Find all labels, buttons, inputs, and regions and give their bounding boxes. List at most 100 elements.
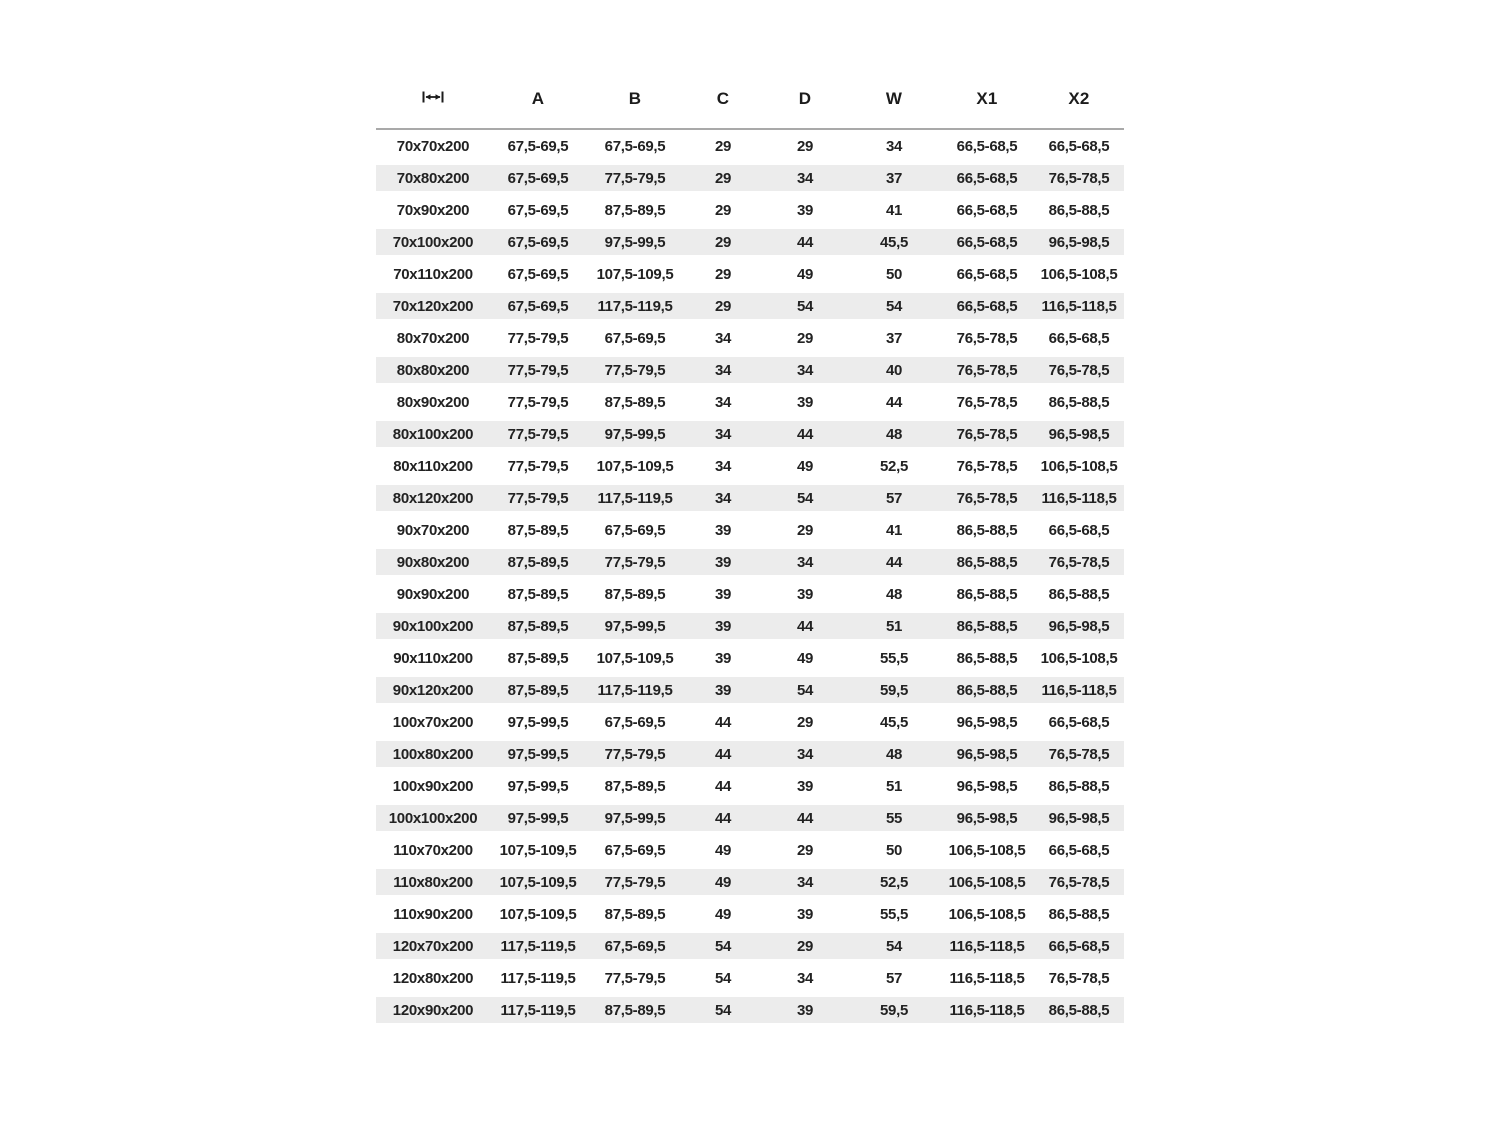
column-header-size (376, 70, 490, 130)
value-cell: 97,5-99,5 (586, 226, 684, 258)
table-row: 80x90x200 77,5-79,5 87,5-89,5 34 39 44 76,5-78… (376, 386, 1124, 418)
value-cell: 34 (885, 137, 903, 155)
header-row: A B C D W X1 X2 (376, 70, 1124, 130)
size-cell: 90x70x200 (396, 521, 470, 539)
value-cell: 87,5-89,5 (604, 201, 666, 219)
value-cell: 57 (848, 482, 940, 514)
value-cell: 117,5-119,5 (586, 290, 684, 322)
value-cell: 86,5-88,5 (940, 546, 1034, 578)
column-header-w: W (848, 70, 940, 130)
value-cell: 40 (848, 354, 940, 386)
table-row: 70x90x200 67,5-69,5 87,5-89,5 29 39 41 66,5-68… (376, 194, 1124, 226)
value-cell: 67,5-69,5 (604, 841, 666, 859)
value-cell: 96,5-98,5 (956, 777, 1018, 795)
value-cell: 97,5-99,5 (490, 738, 586, 770)
value-cell: 67,5-69,5 (490, 226, 586, 258)
value-cell: 107,5-109,5 (490, 866, 586, 898)
value-cell: 87,5-89,5 (507, 521, 569, 539)
table-row: 80x70x200 77,5-79,5 67,5-69,5 34 29 37 76,5-78… (376, 322, 1124, 354)
value-cell: 87,5-89,5 (490, 610, 586, 642)
value-cell: 29 (796, 137, 814, 155)
value-cell: 66,5-68,5 (956, 201, 1018, 219)
column-header-b: B (586, 70, 684, 130)
value-cell: 86,5-88,5 (940, 674, 1034, 706)
size-cell: 70x110x200 (393, 265, 473, 283)
size-cell: 100x80x200 (376, 738, 490, 770)
value-cell: 77,5-79,5 (586, 866, 684, 898)
table-row: 110x70x200 107,5-109,5 67,5-69,5 49 29 50 106,… (376, 834, 1124, 866)
value-cell: 87,5-89,5 (507, 649, 569, 667)
value-cell: 77,5-79,5 (490, 482, 586, 514)
value-cell: 106,5-108,5 (1040, 265, 1118, 283)
value-cell: 86,5-88,5 (1048, 905, 1110, 923)
value-cell: 67,5-69,5 (507, 265, 569, 283)
value-cell: 51 (885, 777, 903, 795)
value-cell: 86,5-88,5 (956, 649, 1018, 667)
value-cell: 39 (762, 994, 848, 1026)
size-cell: 120x80x200 (392, 969, 474, 987)
value-cell: 107,5-109,5 (596, 649, 674, 667)
value-cell: 54 (684, 994, 762, 1026)
value-cell: 52,5 (880, 457, 908, 475)
value-cell: 34 (762, 866, 848, 898)
value-cell: 29 (684, 290, 762, 322)
value-cell: 39 (684, 674, 762, 706)
table-row: 90x120x200 87,5-89,5 117,5-119,5 39 54 59,5 86… (376, 674, 1124, 706)
value-cell: 117,5-119,5 (490, 994, 586, 1026)
value-cell: 29 (762, 930, 848, 962)
value-cell: 97,5-99,5 (507, 713, 569, 731)
table-row: 80x80x200 77,5-79,5 77,5-79,5 34 34 40 76,5-78… (376, 354, 1124, 386)
value-cell: 86,5-88,5 (956, 521, 1018, 539)
value-cell: 49 (796, 457, 814, 475)
table-row: 80x120x200 77,5-79,5 117,5-119,5 34 54 57 76,5… (376, 482, 1124, 514)
value-cell: 44 (684, 738, 762, 770)
size-cell: 80x80x200 (376, 354, 490, 386)
value-cell: 67,5-69,5 (604, 137, 666, 155)
value-cell: 66,5-68,5 (956, 137, 1018, 155)
value-cell: 34 (684, 482, 762, 514)
table-row: 80x100x200 77,5-79,5 97,5-99,5 34 44 48 76,5-7… (376, 418, 1124, 450)
value-cell: 67,5-69,5 (490, 162, 586, 194)
value-cell: 44 (714, 713, 732, 731)
value-cell: 66,5-68,5 (1048, 329, 1110, 347)
value-cell: 57 (885, 969, 903, 987)
size-cell: 90x90x200 (396, 585, 470, 603)
value-cell: 106,5-108,5 (1040, 457, 1118, 475)
value-cell: 39 (796, 905, 814, 923)
value-cell: 76,5-78,5 (940, 354, 1034, 386)
value-cell: 97,5-99,5 (586, 610, 684, 642)
value-cell: 29 (714, 137, 732, 155)
value-cell: 86,5-88,5 (1048, 201, 1110, 219)
value-cell: 76,5-78,5 (956, 457, 1018, 475)
size-cell: 110x90x200 (393, 905, 473, 923)
size-cell: 90x120x200 (376, 674, 490, 706)
value-cell: 96,5-98,5 (940, 802, 1034, 834)
value-cell: 39 (684, 546, 762, 578)
size-cell: 80x100x200 (376, 418, 490, 450)
value-cell: 86,5-88,5 (1048, 777, 1110, 795)
dimensions-table: A B C D W X1 X2 70x70x200 67,5-69,5 67,5-6… (376, 70, 1124, 1026)
value-cell: 77,5-79,5 (507, 329, 569, 347)
value-cell: 67,5-69,5 (604, 329, 666, 347)
size-cell: 70x90x200 (396, 201, 470, 219)
value-cell: 106,5-108,5 (940, 866, 1034, 898)
size-cell: 90x110x200 (393, 649, 473, 667)
value-cell: 39 (796, 777, 814, 795)
value-cell: 39 (796, 201, 814, 219)
size-cell: 90x100x200 (376, 610, 490, 642)
value-cell: 29 (796, 521, 814, 539)
value-cell: 37 (885, 329, 903, 347)
value-cell: 76,5-78,5 (1034, 738, 1124, 770)
value-cell: 77,5-79,5 (586, 162, 684, 194)
value-cell: 48 (848, 738, 940, 770)
size-cell: 90x80x200 (376, 546, 490, 578)
value-cell: 29 (796, 713, 814, 731)
value-cell: 44 (848, 546, 940, 578)
value-cell: 116,5-118,5 (1034, 482, 1124, 514)
value-cell: 55,5 (880, 649, 908, 667)
column-header-d: D (762, 70, 848, 130)
value-cell: 55 (848, 802, 940, 834)
value-cell: 77,5-79,5 (507, 393, 569, 411)
value-cell: 67,5-69,5 (586, 930, 684, 962)
value-cell: 107,5-109,5 (596, 457, 674, 475)
